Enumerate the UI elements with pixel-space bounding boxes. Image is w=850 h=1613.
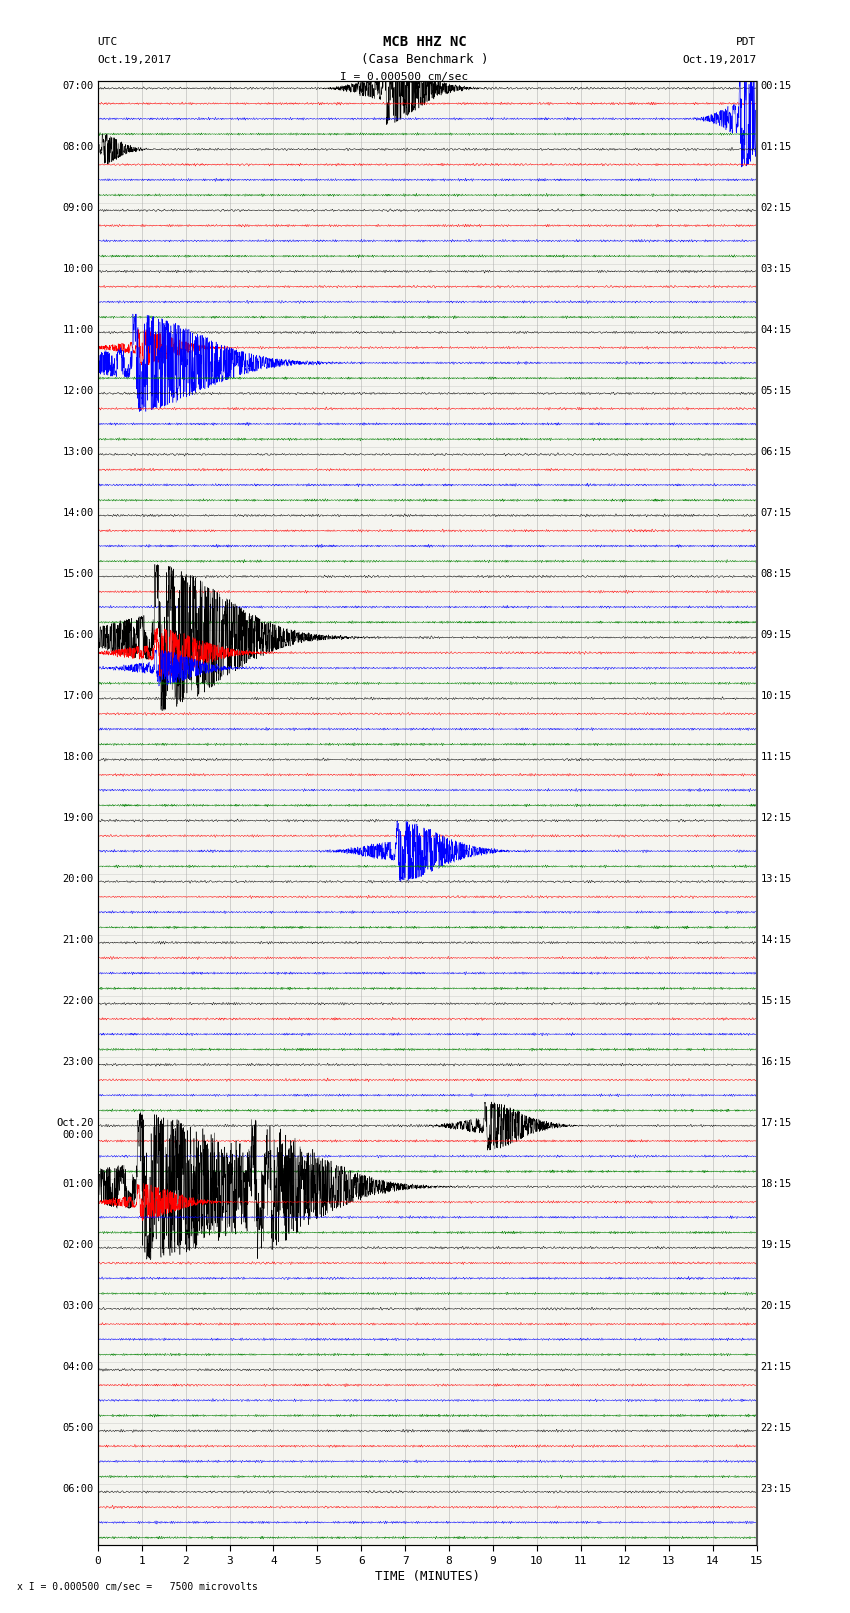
Text: Oct.19,2017: Oct.19,2017 — [683, 55, 756, 65]
Text: MCB HHZ NC: MCB HHZ NC — [383, 35, 467, 48]
Text: PDT: PDT — [736, 37, 756, 47]
Text: UTC: UTC — [98, 37, 118, 47]
Text: I = 0.000500 cm/sec: I = 0.000500 cm/sec — [340, 73, 468, 82]
Text: x I = 0.000500 cm/sec =   7500 microvolts: x I = 0.000500 cm/sec = 7500 microvolts — [17, 1582, 258, 1592]
Text: Oct.19,2017: Oct.19,2017 — [98, 55, 172, 65]
X-axis label: TIME (MINUTES): TIME (MINUTES) — [375, 1569, 479, 1582]
Text: (Casa Benchmark ): (Casa Benchmark ) — [361, 53, 489, 66]
